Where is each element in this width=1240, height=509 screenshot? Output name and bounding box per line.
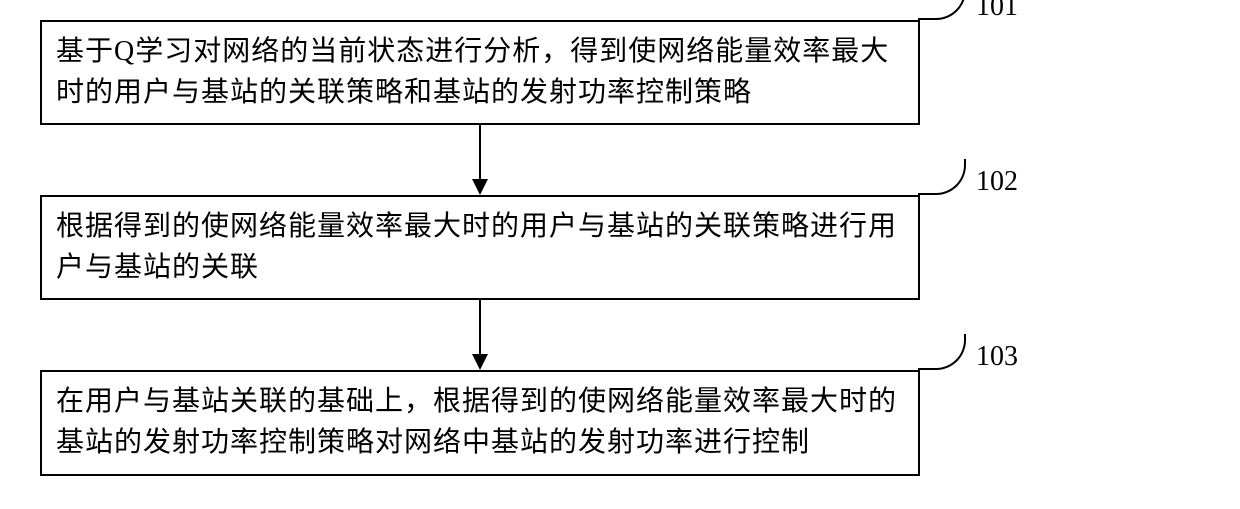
step-box-103: 在用户与基站关联的基础上，根据得到的使网络能量效率最大时的基站的发射功率控制策略… bbox=[40, 370, 920, 475]
flow-step: 根据得到的使网络能量效率最大时的用户与基站的关联策略进行用户与基站的关联 102 bbox=[40, 195, 1060, 300]
step-text: 基于Q学习对网络的当前状态进行分析，得到使网络能量效率最大时的用户与基站的关联策… bbox=[56, 36, 889, 108]
label-connector bbox=[918, 159, 966, 195]
label-connector bbox=[918, 334, 966, 370]
step-number: 103 bbox=[976, 342, 1018, 374]
step-text: 根据得到的使网络能量效率最大时的用户与基站的关联策略进行用户与基站的关联 bbox=[56, 211, 897, 283]
step-box-101: 基于Q学习对网络的当前状态进行分析，得到使网络能量效率最大时的用户与基站的关联策… bbox=[40, 20, 920, 125]
arrow-down-icon bbox=[468, 125, 492, 195]
flowchart: 基于Q学习对网络的当前状态进行分析，得到使网络能量效率最大时的用户与基站的关联策… bbox=[40, 20, 1060, 476]
step-number: 102 bbox=[976, 166, 1018, 198]
flow-arrow bbox=[40, 300, 920, 370]
step-number: 101 bbox=[976, 0, 1018, 23]
flow-step: 基于Q学习对网络的当前状态进行分析，得到使网络能量效率最大时的用户与基站的关联策… bbox=[40, 20, 1060, 125]
arrow-down-icon bbox=[468, 300, 492, 370]
flow-arrow bbox=[40, 125, 920, 195]
label-connector bbox=[918, 0, 966, 20]
flow-step: 在用户与基站关联的基础上，根据得到的使网络能量效率最大时的基站的发射功率控制策略… bbox=[40, 370, 1060, 475]
step-text: 在用户与基站关联的基础上，根据得到的使网络能量效率最大时的基站的发射功率控制策略… bbox=[56, 386, 897, 458]
step-box-102: 根据得到的使网络能量效率最大时的用户与基站的关联策略进行用户与基站的关联 bbox=[40, 195, 920, 300]
